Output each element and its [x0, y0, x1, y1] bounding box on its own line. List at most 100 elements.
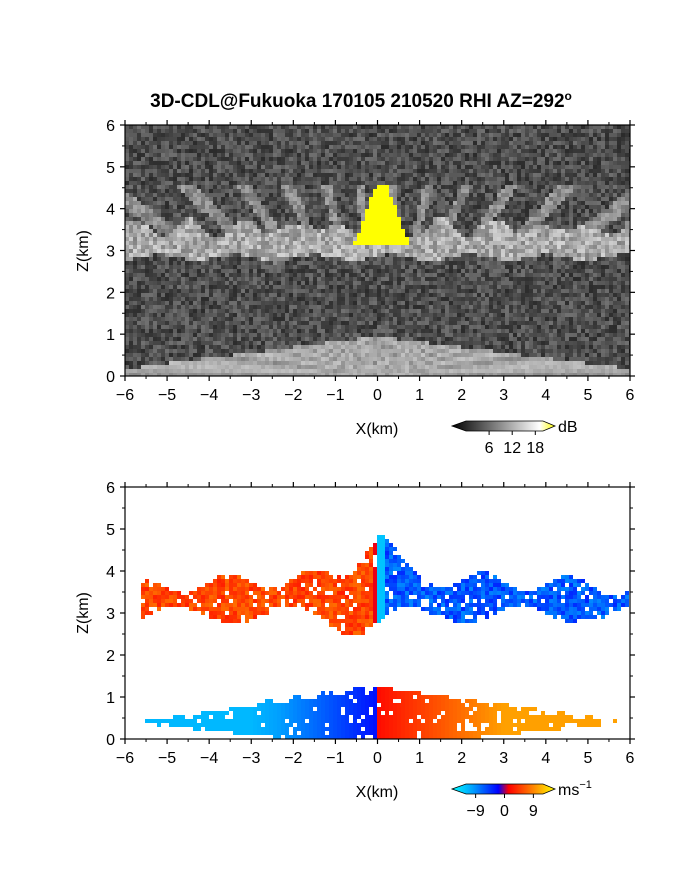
snr-cell	[609, 197, 613, 201]
snr-cell	[293, 245, 297, 249]
snr-cell	[141, 253, 145, 257]
snr-cell	[369, 193, 373, 197]
snr-cell	[397, 221, 401, 225]
snr-cell	[493, 169, 497, 173]
snr-cell	[217, 237, 221, 241]
snr-cell	[529, 197, 533, 201]
snr-cell	[517, 125, 521, 129]
snr-cell	[201, 197, 205, 201]
snr-cell	[261, 237, 265, 241]
snr-cell	[229, 197, 233, 201]
snr-cell	[381, 237, 385, 241]
snr-cell	[205, 189, 209, 193]
snr-cell	[389, 161, 393, 165]
snr-cell	[125, 249, 129, 253]
snr-cell	[325, 269, 329, 273]
snr-cell	[405, 141, 409, 145]
snr-cell	[457, 273, 461, 277]
snr-cell	[249, 241, 253, 245]
snr-cell	[221, 149, 225, 153]
snr-cell	[313, 177, 317, 181]
snr-cell	[177, 233, 181, 237]
snr-cell	[365, 205, 369, 209]
snr-cell	[401, 141, 405, 145]
snr-cell	[601, 161, 605, 165]
snr-cell	[169, 233, 173, 237]
snr-cell	[473, 201, 477, 205]
snr-cell	[585, 241, 589, 245]
snr-cell	[237, 253, 241, 257]
snr-cell	[433, 129, 437, 133]
snr-cell	[421, 277, 425, 281]
snr-cell	[337, 233, 341, 237]
snr-cell	[553, 133, 557, 137]
snr-cell	[329, 237, 333, 241]
snr-cell	[209, 125, 213, 129]
snr-cell	[229, 177, 233, 181]
snr-cell	[377, 265, 381, 269]
snr-cell	[349, 185, 353, 189]
snr-cell	[609, 137, 613, 141]
snr-cell	[537, 141, 541, 145]
snr-cell	[461, 249, 465, 253]
snr-cell	[137, 189, 141, 193]
snr-cell	[625, 225, 629, 229]
snr-cell	[585, 145, 589, 149]
snr-cell	[285, 165, 289, 169]
snr-cell	[249, 245, 253, 249]
snr-cell	[229, 273, 233, 277]
snr-cell	[413, 205, 417, 209]
snr-cell	[361, 145, 365, 149]
snr-cell	[357, 149, 361, 153]
snr-cell	[609, 201, 613, 205]
snr-cell	[489, 273, 493, 277]
snr-cell	[553, 201, 557, 205]
snr-cell	[369, 189, 373, 193]
snr-cell	[397, 245, 401, 249]
snr-cell	[293, 153, 297, 157]
snr-cell	[521, 253, 525, 257]
snr-cell	[273, 217, 277, 221]
snr-cell	[357, 129, 361, 133]
snr-cell	[613, 153, 617, 157]
snr-cell	[257, 265, 261, 269]
snr-cell	[281, 257, 285, 261]
snr-cell	[453, 145, 457, 149]
snr-cell	[533, 157, 537, 161]
snr-cell	[509, 153, 513, 157]
snr-cell	[125, 193, 129, 197]
snr-cell	[477, 269, 481, 273]
snr-cell	[489, 249, 493, 253]
snr-cell	[521, 161, 525, 165]
snr-cell	[513, 249, 517, 253]
snr-cell	[377, 177, 381, 181]
snr-cell	[273, 281, 277, 285]
snr-cell	[449, 229, 453, 233]
snr-cell	[549, 201, 553, 205]
snr-cell	[365, 165, 369, 169]
snr-cell	[517, 241, 521, 245]
snr-cell	[613, 125, 617, 129]
snr-cell	[453, 261, 457, 265]
snr-cell	[593, 225, 597, 229]
snr-cell	[233, 205, 237, 209]
snr-cell	[249, 165, 253, 169]
snr-cell	[565, 193, 569, 197]
snr-cell	[237, 157, 241, 161]
snr-cell	[385, 209, 389, 213]
snr-cell	[141, 137, 145, 141]
snr-cell	[261, 277, 265, 281]
snr-cell	[125, 221, 129, 225]
snr-cell	[533, 165, 537, 169]
snr-cell	[317, 185, 321, 189]
chart-title-text: 3D-CDL@Fukuoka 170105 210520 RHI AZ=292	[150, 91, 564, 112]
snr-cell	[157, 189, 161, 193]
snr-cell	[433, 225, 437, 229]
snr-cell	[217, 265, 221, 269]
snr-cell	[189, 189, 193, 193]
snr-cell	[557, 261, 561, 265]
snr-cell	[233, 181, 237, 185]
snr-cell	[621, 241, 625, 245]
snr-cell	[257, 209, 261, 213]
snr-cell	[241, 133, 245, 137]
